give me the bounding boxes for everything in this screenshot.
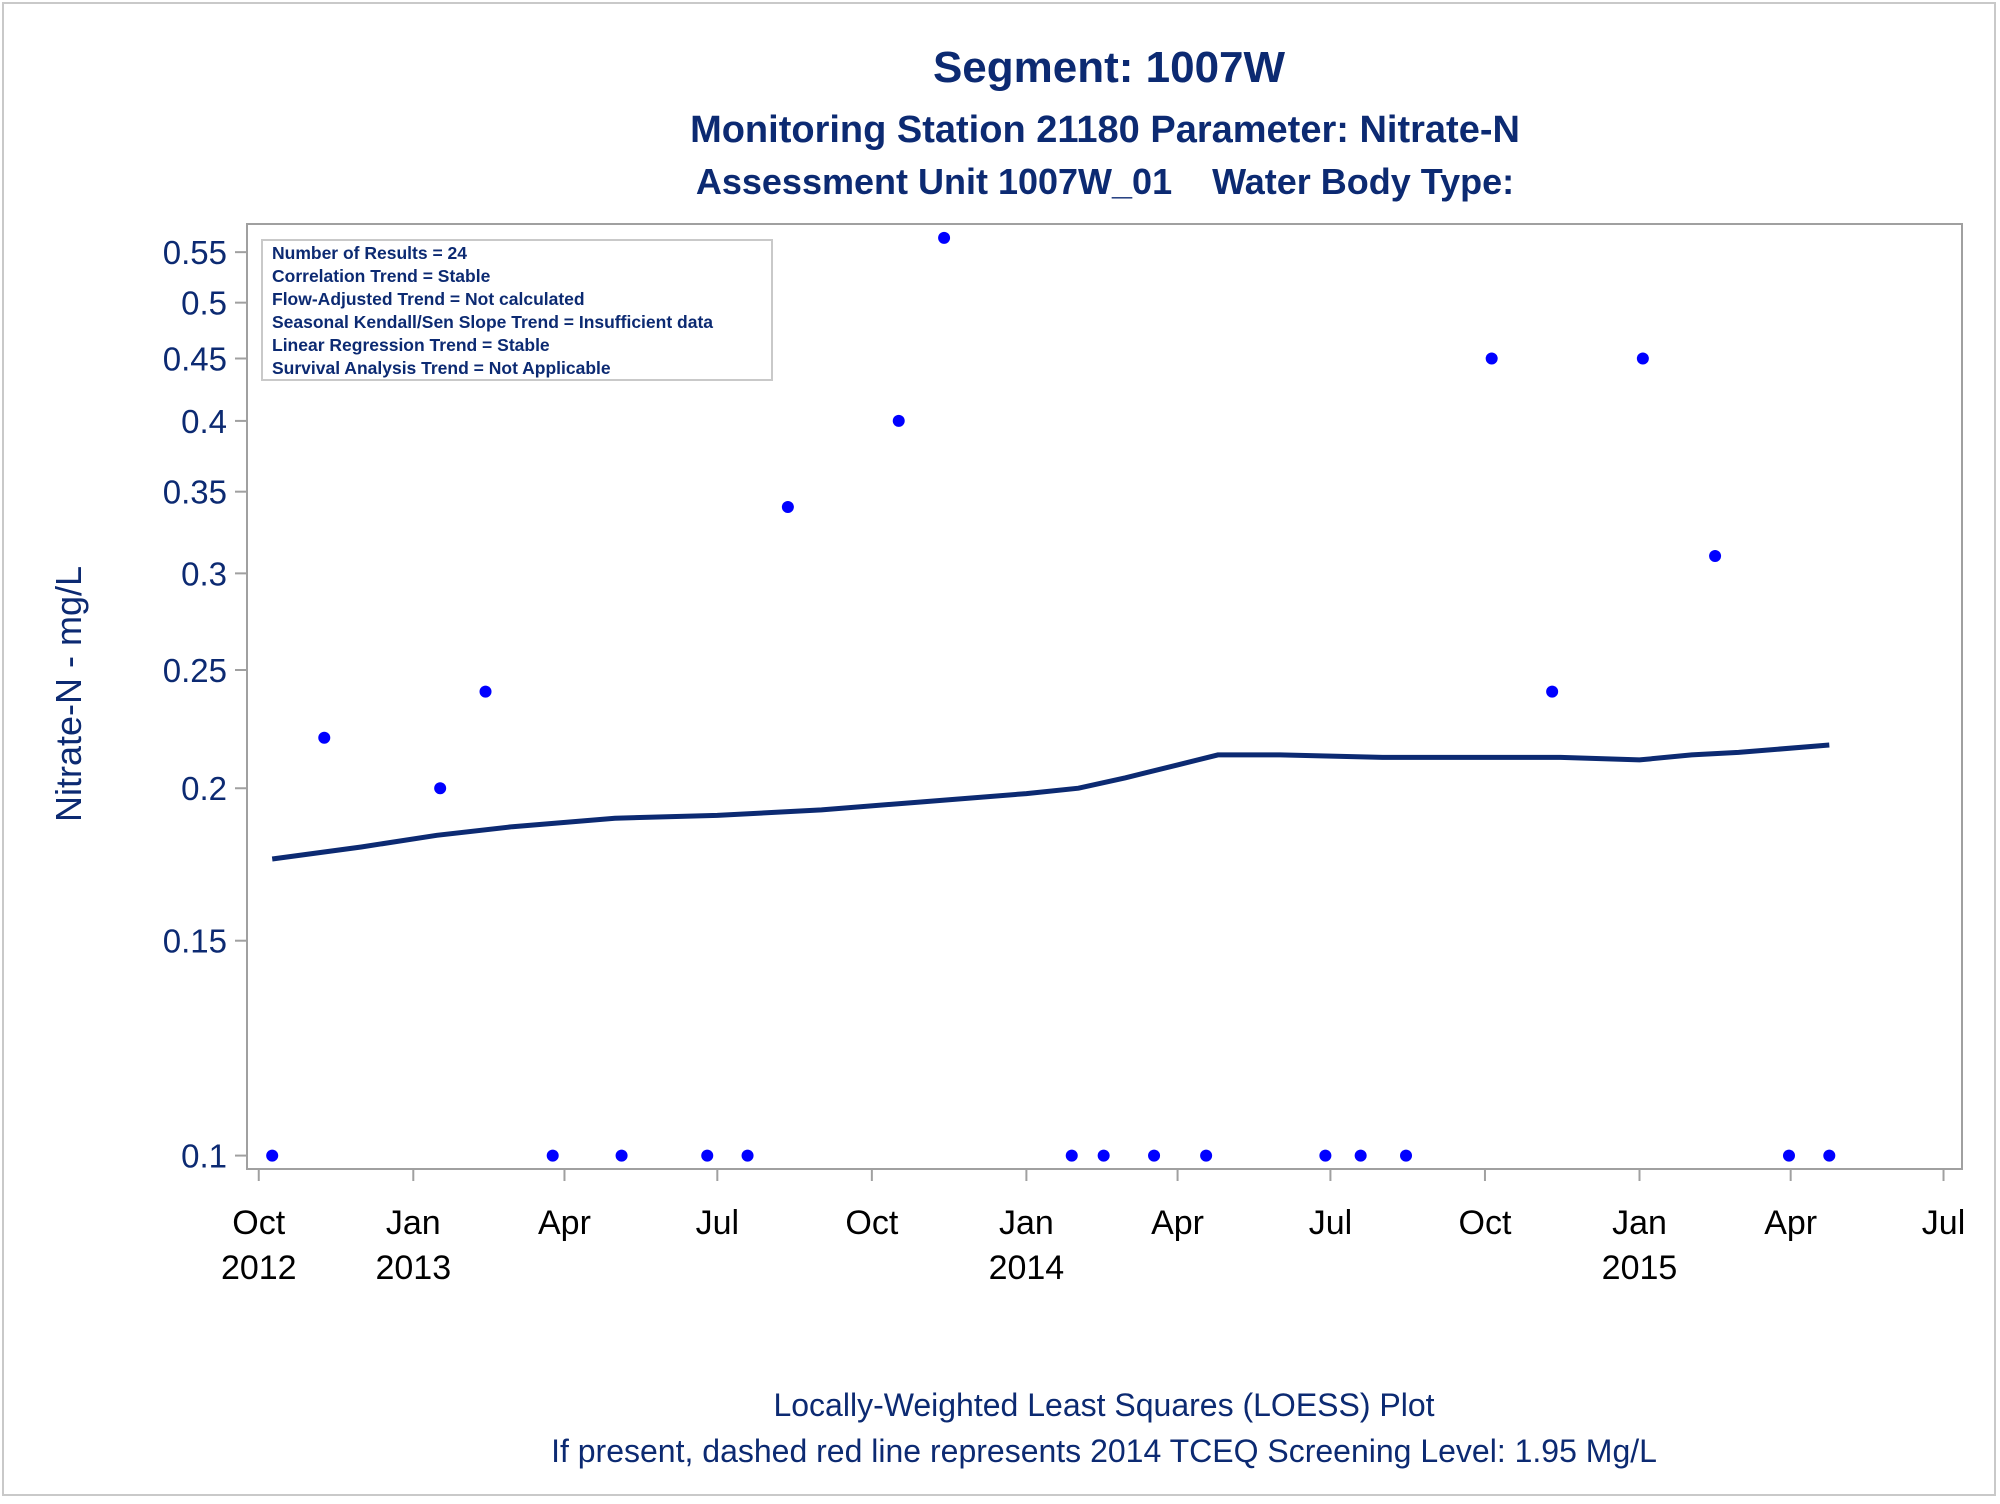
data-point <box>1400 1149 1413 1162</box>
y-tick-label: 0.35 <box>163 474 227 511</box>
y-axis-label: Nitrate-N - mg/L <box>48 566 89 822</box>
data-point <box>1200 1149 1213 1162</box>
y-tick-label: 0.25 <box>163 652 227 689</box>
stats-line-survival: Survival Analysis Trend = Not Applicable <box>272 358 611 378</box>
data-point <box>615 1149 628 1162</box>
y-tick-label: 0.15 <box>163 923 227 960</box>
chart-canvas: Segment: 1007W Monitoring Station 21180 … <box>48 43 1965 1469</box>
data-point <box>1546 685 1559 698</box>
data-point <box>1782 1149 1795 1162</box>
data-point <box>1709 549 1722 562</box>
footnote-loess: Locally-Weighted Least Squares (LOESS) P… <box>773 1387 1434 1423</box>
data-point <box>546 1149 559 1162</box>
y-tick-label: 0.5 <box>181 285 227 322</box>
stats-line-linear-regression: Linear Regression Trend = Stable <box>272 335 550 355</box>
data-point <box>1636 352 1649 365</box>
x-tick-label: Apr <box>1151 1204 1204 1242</box>
x-tick-year-label: 2015 <box>1602 1249 1678 1287</box>
x-tick-label: Jan <box>386 1204 441 1242</box>
y-tick-label: 0.45 <box>163 340 227 377</box>
data-point <box>938 231 951 244</box>
stats-line-seasonal-kendall: Seasonal Kendall/Sen Slope Trend = Insuf… <box>272 312 713 332</box>
x-tick-year-label: 2013 <box>375 1249 451 1287</box>
chart-title: Segment: 1007W <box>933 43 1286 92</box>
x-tick-year-label: 2014 <box>989 1249 1065 1287</box>
data-point <box>781 501 794 514</box>
x-tick-year-label: 2012 <box>221 1249 297 1287</box>
x-tick-label: Oct <box>1459 1204 1512 1242</box>
y-tick-label: 0.55 <box>163 234 227 271</box>
x-tick-label: Jan <box>999 1204 1054 1242</box>
y-axis: 0.1 0.15 0.2 0.25 0.3 0.35 0.4 0.45 0.5 0.55 <box>163 234 247 1175</box>
stats-line-results: Number of Results = 24 <box>272 243 467 263</box>
x-axis: Oct 2012 Jan 2013 Apr Jul Oct Jan 2014 Apr Jul Oct J… <box>221 1168 1965 1287</box>
data-point <box>1148 1149 1161 1162</box>
stats-line-flow-adjusted: Flow-Adjusted Trend = Not calculated <box>272 289 585 309</box>
x-tick-label: Oct <box>845 1204 898 1242</box>
y-tick-label: 0.2 <box>181 770 227 807</box>
x-tick-label: Jul <box>696 1204 739 1242</box>
data-point <box>318 731 331 744</box>
data-point <box>701 1149 714 1162</box>
data-points <box>266 231 1836 1162</box>
data-point <box>1065 1149 1078 1162</box>
data-point <box>434 782 447 795</box>
stats-box: Number of Results = 24 Correlation Trend… <box>261 239 773 381</box>
data-point <box>892 414 905 427</box>
y-tick-label: 0.1 <box>181 1138 227 1175</box>
data-point <box>1823 1149 1836 1162</box>
data-point <box>479 685 492 698</box>
x-tick-label: Jan <box>1612 1204 1667 1242</box>
loess-line <box>271 742 1830 862</box>
x-tick-label: Oct <box>232 1204 285 1242</box>
footnote-screening-level: If present, dashed red line represents 2… <box>551 1433 1657 1469</box>
chart-subtitle-station: Monitoring Station 21180 Parameter: Nitr… <box>690 109 1520 151</box>
x-tick-label: Jul <box>1922 1204 1965 1242</box>
y-tick-label: 0.3 <box>181 555 227 592</box>
x-tick-label: Apr <box>538 1204 591 1242</box>
data-point <box>1485 352 1498 365</box>
data-point <box>1354 1149 1367 1162</box>
y-tick-label: 0.4 <box>181 403 227 440</box>
data-point <box>1319 1149 1332 1162</box>
data-point <box>266 1149 279 1162</box>
x-tick-label: Jul <box>1309 1204 1352 1242</box>
chart-subtitle-assessment: Assessment Unit 1007W_01 Water Body Type… <box>696 161 1514 202</box>
data-point <box>741 1149 754 1162</box>
data-point <box>1097 1149 1110 1162</box>
stats-line-correlation: Correlation Trend = Stable <box>272 266 491 286</box>
x-tick-label: Apr <box>1764 1204 1817 1242</box>
